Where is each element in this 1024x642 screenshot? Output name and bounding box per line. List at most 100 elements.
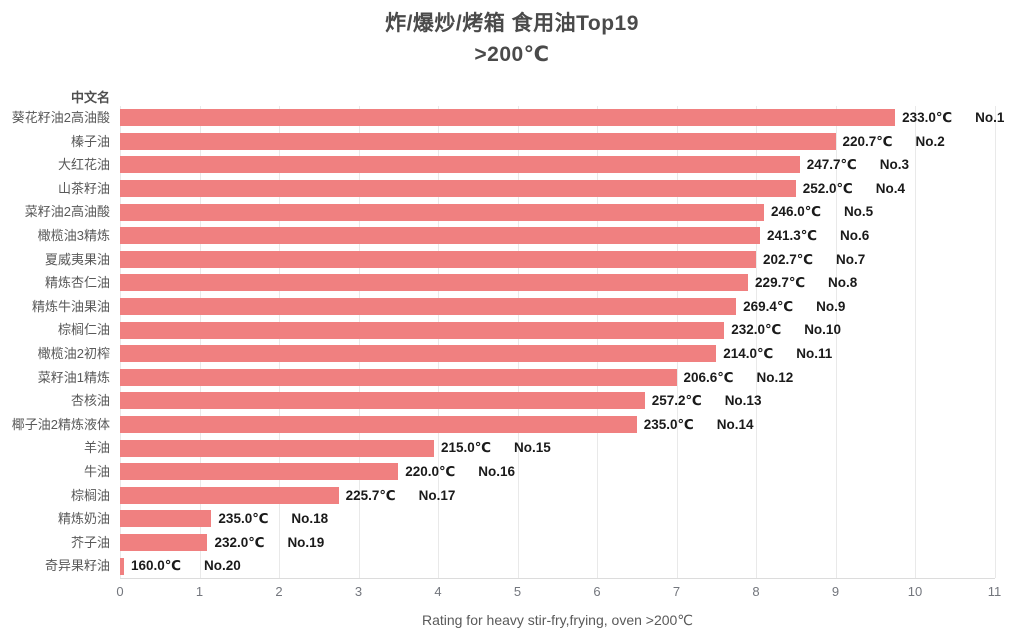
bar-row: 252.0℃ No.4 — [120, 177, 995, 201]
category-label: 菜籽油2高油酸 — [24, 204, 110, 220]
temp-label: 269.4℃ — [743, 298, 794, 314]
bar-value-labels: 232.0℃ No.19 — [214, 531, 324, 555]
bar-value-labels: 229.7℃ No.8 — [755, 271, 857, 295]
bar-value-labels: 269.4℃ No.9 — [743, 295, 845, 319]
category-label: 大红花油 — [57, 157, 110, 173]
temp-label: 232.0℃ — [214, 534, 265, 550]
y-axis-title: 中文名 — [70, 90, 110, 105]
rank-label: No.20 — [203, 558, 241, 574]
gridline — [915, 106, 916, 578]
bar-row: 235.0℃ No.18 — [120, 507, 995, 531]
category-label: 精炼杏仁油 — [44, 275, 110, 291]
category-label: 橄榄油3精炼 — [37, 228, 110, 243]
category-label: 椰子油2精炼液体 — [11, 416, 110, 432]
rank-label: No.4 — [875, 180, 906, 196]
rank-label: No.19 — [287, 534, 325, 550]
category-label: 夏威夷果油 — [44, 251, 110, 267]
bar-row: 225.7℃ No.17 — [120, 484, 995, 508]
bar-row: 232.0℃ No.19 — [120, 531, 995, 555]
temp-label: 206.6℃ — [683, 369, 734, 385]
x-axis-title: Rating for heavy stir-fry,frying, oven >… — [421, 612, 694, 628]
bar-row: 160.0℃ No.20 — [120, 554, 995, 578]
x-tick-label: 7 — [672, 584, 681, 599]
bar-row: 232.0℃ No.10 — [120, 318, 995, 342]
rank-label: No.14 — [716, 416, 754, 432]
temp-label: 252.0℃ — [802, 180, 853, 196]
rank-label: No.1 — [975, 110, 1005, 125]
temp-label: 257.2℃ — [651, 393, 702, 409]
category-label: 棕榈油 — [70, 487, 110, 503]
temp-label: 215.0℃ — [441, 440, 492, 456]
bar — [120, 463, 399, 481]
bar-value-labels: 206.6℃ No.12 — [684, 366, 794, 390]
bar-row: 257.2℃ No.13 — [120, 389, 995, 413]
category-label: 羊油 — [83, 440, 110, 456]
category-label: 牛油 — [83, 464, 110, 479]
temp-label: 246.0℃ — [770, 204, 822, 220]
gridline — [358, 106, 360, 578]
x-tick-label: 10 — [907, 584, 923, 599]
bar — [120, 132, 836, 150]
bar — [120, 180, 796, 198]
bar — [120, 368, 677, 386]
rank-label: No.16 — [478, 464, 516, 479]
rank-label: No.17 — [418, 487, 456, 503]
gridline — [199, 106, 201, 578]
bar-value-labels: 225.7℃ No.17 — [346, 484, 456, 508]
bar-value-labels: 214.0℃ No.11 — [723, 342, 832, 366]
rank-label: No.2 — [915, 133, 945, 149]
bar-row: 241.3℃ No.6 — [120, 224, 995, 248]
rank-label: No.7 — [836, 251, 866, 267]
bar — [120, 439, 435, 457]
chart-title: 炸/爆炒/烤箱 食用油Top19 — [385, 12, 639, 35]
rank-label: No.3 — [879, 157, 909, 173]
bar-value-labels: 220.0℃ No.16 — [405, 460, 515, 484]
bar — [120, 109, 896, 127]
temp-label: 202.7℃ — [763, 251, 814, 267]
bar-value-labels: 257.2℃ No.13 — [652, 389, 762, 413]
bar-row: 202.7℃ No.7 — [120, 248, 995, 272]
category-label: 杏核油 — [70, 393, 110, 409]
rank-label: No.9 — [816, 298, 846, 314]
bar-value-labels: 160.0℃ No.20 — [131, 554, 241, 578]
bar — [120, 227, 760, 245]
bar-row: 269.4℃ No.9 — [120, 295, 995, 319]
bar-row: 220.0℃ No.16 — [120, 460, 995, 484]
category-label: 菜籽油1精炼 — [37, 369, 110, 385]
gridline — [597, 106, 598, 578]
x-tick-label: 3 — [354, 584, 363, 599]
bar-value-labels: 232.0℃ No.10 — [731, 318, 841, 342]
bar-value-labels: 220.7℃ No.2 — [843, 130, 945, 154]
rank-label: No.15 — [514, 440, 551, 456]
rank-label: No.11 — [796, 346, 833, 361]
x-tick-label: 0 — [116, 584, 124, 599]
x-axis-ticks: 0 1 2 3 4 5 6 7 8 9 10 11 — [116, 584, 1001, 602]
category-label: 精炼牛油果油 — [31, 298, 110, 314]
temp-label: 241.3℃ — [766, 228, 818, 243]
gridline — [279, 106, 280, 578]
bar — [120, 534, 208, 552]
category-label: 橄榄油2初榨 — [37, 346, 110, 361]
temp-label: 229.7℃ — [755, 275, 806, 291]
rank-label: No.8 — [828, 275, 858, 291]
bar-value-labels: 235.0℃ No.18 — [218, 507, 328, 531]
bar-row: 246.0℃ No.5 — [120, 200, 995, 224]
gridline — [994, 106, 996, 578]
temp-label: 160.0℃ — [130, 558, 182, 574]
x-tick-label: 4 — [434, 584, 442, 599]
temp-label: 220.0℃ — [405, 464, 456, 479]
bar — [120, 250, 756, 268]
bar — [120, 345, 717, 363]
bar — [120, 298, 737, 316]
category-label: 精炼奶油 — [57, 511, 110, 527]
rank-label: No.13 — [724, 393, 762, 409]
gridline — [120, 106, 121, 578]
x-tick-label: 1 — [195, 584, 204, 599]
rank-label: No.12 — [756, 369, 794, 385]
bar-row: 214.0℃ No.11 — [120, 342, 995, 366]
bar-row: 206.6℃ No.12 — [120, 366, 995, 390]
temp-label: 232.0℃ — [731, 322, 782, 338]
bar-value-labels: 246.0℃ No.5 — [771, 200, 873, 224]
bar — [120, 203, 764, 221]
